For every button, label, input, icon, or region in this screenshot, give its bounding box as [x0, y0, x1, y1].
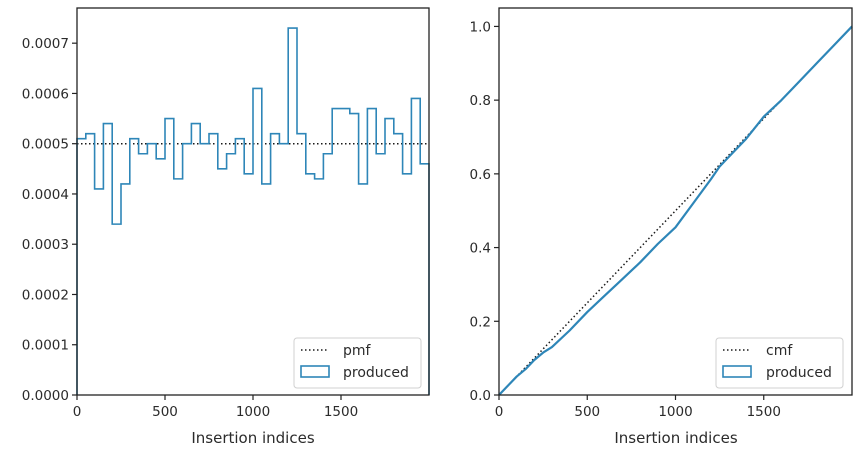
pmf-y-tick-label: 0.0001	[22, 338, 69, 354]
cmf-y-ticks: 0.0 0.2 0.4 0.6 0.8 1.0	[470, 19, 499, 404]
pmf-x-tick-label: 500	[152, 404, 178, 420]
pmf-legend-label-produced: produced	[343, 365, 409, 381]
pmf-histogram-panel: 0.0000 0.0001 0.0002 0.0003 0.0004 0.0005 0.00…	[22, 7, 430, 447]
pmf-legend-label-pmf: pmf	[343, 343, 372, 359]
cmf-panel: 0.0 0.2 0.4 0.6 0.8 1.0 0 500 1000 1500 Insertio…	[470, 7, 853, 447]
cmf-y-tick-label: 0.0	[470, 388, 491, 404]
pmf-y-tick-label: 0.0002	[22, 287, 69, 303]
cmf-x-ticks: 0 500 1000 1500	[495, 395, 781, 420]
cmf-x-axis-label: Insertion indices	[614, 429, 737, 447]
pmf-y-tick-label: 0.0003	[22, 237, 69, 253]
cmf-y-tick-label: 1.0	[470, 19, 491, 35]
produced-cumulative-line	[498, 25, 853, 396]
pmf-y-ticks: 0.0000 0.0001 0.0002 0.0003 0.0004 0.0005 0.00…	[22, 36, 77, 404]
cmf-x-tick-label: 1000	[658, 404, 692, 420]
cmf-y-tick-label: 0.8	[470, 93, 491, 109]
cmf-x-tick-label: 500	[574, 404, 600, 420]
pmf-x-tick-label: 0	[73, 404, 82, 420]
pmf-y-tick-label: 0.0006	[22, 86, 69, 102]
pmf-plot-area	[76, 27, 430, 395]
pmf-y-tick-label: 0.0005	[22, 137, 69, 153]
cmf-legend-label-produced: produced	[766, 365, 832, 381]
pmf-x-axis-label: Insertion indices	[191, 429, 314, 447]
cmf-x-tick-label: 0	[495, 404, 504, 420]
pmf-y-tick-label: 0.0007	[22, 36, 69, 52]
cmf-legend-produced-swatch	[722, 365, 752, 378]
cmf-y-tick-label: 0.4	[470, 241, 491, 257]
cmf-plot-area	[498, 25, 853, 396]
cmf-y-tick-label: 0.2	[470, 314, 491, 330]
pmf-x-ticks: 0 500 1000 1500	[73, 395, 358, 420]
pmf-x-tick-label: 1000	[236, 404, 270, 420]
pmf-x-tick-label: 1500	[324, 404, 358, 420]
pmf-axes-frame	[76, 7, 430, 396]
pmf-y-tick-label: 0.0004	[22, 187, 69, 203]
cmf-legend-label-cmf: cmf	[766, 343, 793, 359]
cmf-axes-frame	[498, 7, 853, 396]
cmf-x-tick-label: 1500	[747, 404, 781, 420]
cmf-legend: cmf produced	[715, 337, 844, 389]
pmf-y-tick-label: 0.0000	[22, 388, 69, 404]
pmf-legend: pmf produced	[293, 337, 422, 389]
cmf-y-tick-label: 0.6	[470, 167, 491, 183]
produced-histogram-step	[76, 27, 430, 395]
pmf-legend-produced-swatch	[300, 365, 330, 378]
